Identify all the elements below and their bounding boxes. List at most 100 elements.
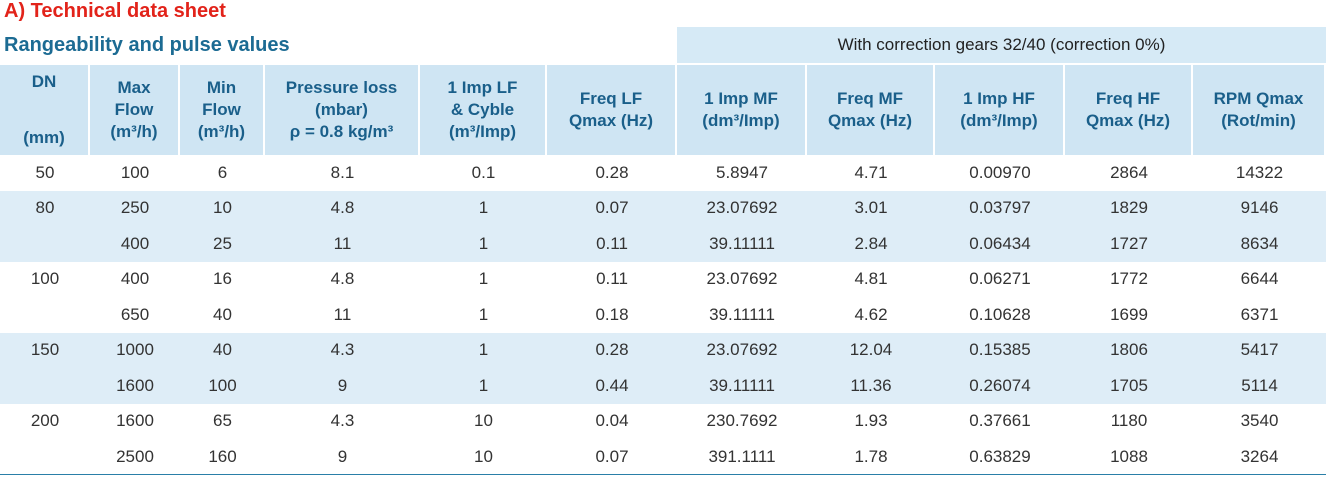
cell: 1806 [1110,340,1148,360]
subtitle: Rangeability and pulse values [4,34,290,56]
cell: 23.07692 [706,269,778,289]
cell: 39.11111 [709,304,775,324]
cell: 1772 [1110,269,1148,289]
cell: 0.15385 [969,340,1031,360]
column-header: Min Flow (m³/h) [180,65,265,155]
cell: 14322 [1235,162,1284,182]
cell: 1600 [116,375,154,395]
header-line: (m³/h) [110,122,158,141]
cell: 400 [120,269,150,289]
column-header: Max Flow (m³/h) [90,65,180,155]
header-line: Freq MF [836,89,904,108]
column-header: Pressure loss (mbar) ρ = 0.8 kg/m³ [265,65,420,155]
cell: 5417 [1240,340,1279,360]
header-line: (Rot/min) [1221,111,1296,130]
column-header: RPM Qmax (Rot/min) [1193,65,1326,155]
cell: 1699 [1110,304,1148,324]
title: A) Technical data sheet [4,0,226,22]
cell: 1.78 [854,446,888,466]
header-line: (dm³/Imp) [960,111,1038,130]
cell: 5.8947 [716,162,768,182]
cell: 6 [217,162,228,182]
cell: 0.04 [595,411,629,431]
cell: 1000 [116,340,154,360]
cell: 9 [337,375,348,395]
cell: 0.00970 [969,162,1031,182]
cell: 1829 [1110,198,1148,218]
cell: 9 [337,446,348,466]
header-line: (m³/h) [197,122,246,141]
column-header: Freq HF Qmax (Hz) [1065,65,1193,155]
row-group-background [0,332,1326,404]
header-line: DN [31,72,57,91]
column-header: Freq LF Qmax (Hz) [547,65,677,155]
cell: 0.11 [596,269,628,289]
cell: 1 [478,304,489,324]
cell: 5114 [1241,375,1278,395]
header-line: Flow [114,100,154,119]
cell: 1705 [1110,375,1148,395]
cell: 160 [208,446,237,466]
cell: 1180 [1110,411,1148,431]
cell: 100 [208,375,237,395]
cell: 4.62 [854,304,888,324]
cell: 4.3 [330,340,355,360]
cell: 400 [120,233,150,253]
column-header: Freq MF Qmax (Hz) [807,65,935,155]
cell: 8634 [1240,233,1279,253]
cell: 1.93 [854,411,888,431]
row-group-background [0,190,1326,262]
column-header: 1 Imp LF & Cyble (m³/Imp) [420,65,547,155]
header-line: (mbar) [315,100,368,119]
cell: 39.11111 [709,233,775,253]
header-line: (mm) [23,128,65,147]
cell: 1600 [116,411,154,431]
header-line: ρ = 0.8 kg/m³ [289,122,394,141]
cell: 0.06271 [969,269,1031,289]
header-line: 1 Imp LF [447,78,518,97]
cell: 650 [120,304,150,324]
cell: 0.28 [595,340,629,360]
cell: 39.11111 [709,375,775,395]
cell: 23.07692 [706,340,778,360]
cell: 10 [474,446,493,466]
cell: 4.81 [854,269,888,289]
cell: 10 [213,198,232,218]
cell: 0.06434 [969,233,1031,253]
cell: 40 [213,304,232,324]
cell: 11 [333,233,352,253]
cell: 8.1 [330,162,355,182]
header-line: 1 Imp MF [704,89,778,108]
cell: 2.84 [854,233,888,253]
column-group-header: With correction gears 32/40 (correction … [677,27,1326,63]
cell: 1 [478,269,489,289]
cell: 1 [478,198,489,218]
header-line: Qmax (Hz) [568,111,654,130]
cell: 1 [478,375,489,395]
cell: 11.36 [850,375,892,395]
cell: 4.71 [854,162,888,182]
cell: 0.44 [595,375,629,395]
cell: 0.03797 [969,198,1031,218]
header-line: Min [206,78,237,97]
column-header: DN (mm) [0,65,90,155]
cell: 2500 [116,446,154,466]
header-line: & Cyble [450,100,515,119]
cell: 2864 [1110,162,1148,182]
cell: 9146 [1240,198,1279,218]
cell: 150 [30,340,60,360]
cell: 80 [35,198,55,218]
cell: 10 [474,411,493,431]
header-line: (m³/Imp) [448,122,517,141]
cell: 23.07692 [706,198,778,218]
cell: 1 [478,233,489,253]
header-line: Freq LF [579,89,643,108]
header-line: Max [117,78,151,97]
header-line: Qmax (Hz) [1085,111,1171,130]
cell: 0.1 [471,162,496,182]
header-line: Flow [202,100,241,119]
header-line: 1 Imp HF [963,89,1035,108]
cell: 1727 [1110,233,1148,253]
cell: 0.10628 [969,304,1031,324]
cell: 0.07 [595,446,629,466]
